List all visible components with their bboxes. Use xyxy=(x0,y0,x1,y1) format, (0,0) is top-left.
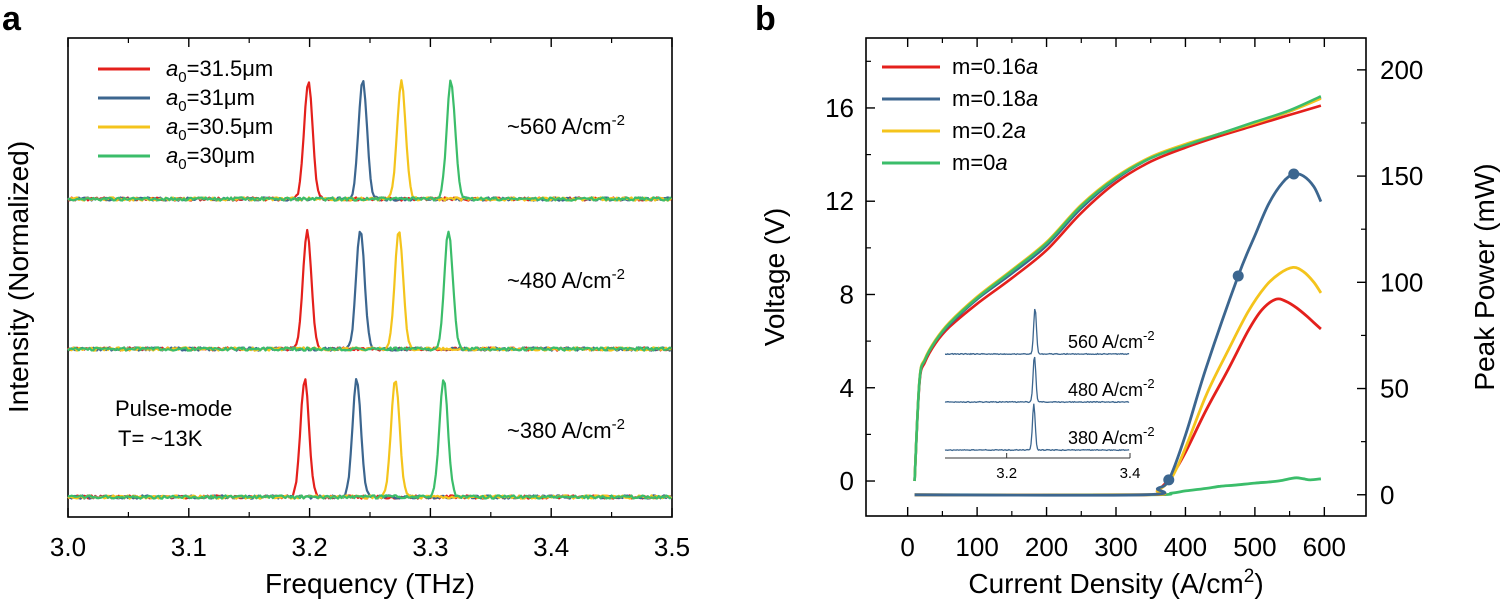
legend-value: =31.5μm xyxy=(187,56,274,81)
inset-spectrum-line xyxy=(944,308,1130,356)
spectrum-line xyxy=(67,80,672,202)
x-tick-label: 3.1 xyxy=(171,532,207,562)
legend-symbol: a xyxy=(166,85,178,110)
legend-label: m=0.18a xyxy=(952,86,1038,111)
panel-a-y-axis-title: Intensity (Normalized) xyxy=(3,141,34,413)
spectrum-line xyxy=(67,79,673,202)
spectrum-line xyxy=(67,230,672,352)
x-tick-label: 300 xyxy=(1094,532,1137,562)
legend-symbol: a xyxy=(995,150,1007,175)
x-tick-label: 600 xyxy=(1303,532,1346,562)
note-pulse-mode: Pulse-mode xyxy=(115,396,232,421)
note-temperature: T= ~13K xyxy=(118,426,203,451)
x-tick-label: 0 xyxy=(900,532,914,562)
panel-b-y2-axis-title: Peak Power (mW) xyxy=(1469,163,1500,390)
inset-label-sup: -2 xyxy=(1143,328,1155,343)
y2-tick-label: 200 xyxy=(1380,55,1423,85)
voltage-curves xyxy=(913,95,1322,482)
inset-label-sup: -2 xyxy=(1143,424,1155,439)
x-tick-label: 3.2 xyxy=(292,532,328,562)
legend-value: =30.5μm xyxy=(187,114,274,139)
x-tick-label: 500 xyxy=(1233,532,1276,562)
label-560: ~560 A/cm-2 xyxy=(507,112,625,139)
legend-subscript: 0 xyxy=(178,98,186,115)
inset-spectrum-line xyxy=(944,356,1130,404)
y-tick-label: 16 xyxy=(825,93,854,123)
legend-prefix: m=0.16 xyxy=(952,54,1026,79)
legend-label: a0=30.5μm xyxy=(166,114,273,144)
x-tick-label: 3.4 xyxy=(533,532,569,562)
y-tick-label: 8 xyxy=(840,279,854,309)
panel-a-x-axis-title: Frequency (THz) xyxy=(265,568,475,599)
legend-symbol: a xyxy=(1026,86,1038,111)
y-tick-label: 12 xyxy=(825,186,854,216)
panel-a: a 3.0 3.1 3.2 3.3 3.4 3.5 a0=31.5μma0=31μma0=… xyxy=(2,0,690,599)
inset-label: 560 A/cm-2 xyxy=(1068,328,1155,352)
legend-label: m=0.16a xyxy=(952,54,1038,79)
inset-tick-label: 3.2 xyxy=(996,465,1017,482)
x-tick-label: 3.5 xyxy=(654,532,690,562)
x-tick-label: 400 xyxy=(1164,532,1207,562)
voltage-line xyxy=(913,95,1322,482)
y2-tick-label: 50 xyxy=(1380,374,1409,404)
legend-label: m=0a xyxy=(952,150,1008,175)
spectrum-line xyxy=(67,79,672,202)
label-380: ~380 A/cm-2 xyxy=(507,416,625,443)
legend-symbol: a xyxy=(166,114,178,139)
inset-label-main: 480 A/cm xyxy=(1068,380,1143,400)
x-tick-label: 200 xyxy=(1025,532,1068,562)
inset-tick-label: 3.4 xyxy=(1120,465,1141,482)
y2-tick-label: 0 xyxy=(1380,480,1394,510)
inset-label: 380 A/cm-2 xyxy=(1068,424,1155,448)
y2-tick-label: 100 xyxy=(1380,267,1423,297)
x-tick-label: 3.0 xyxy=(50,532,86,562)
legend-symbol: a xyxy=(1014,118,1026,143)
spectrum-line xyxy=(67,379,672,500)
legend-prefix: m=0.2 xyxy=(952,118,1014,143)
panel-b: b 0 100 200 300 400 500 600 0 4 8 12 16 0 50 100 150 200… xyxy=(755,0,1500,599)
panel-b-ticks: 0 100 200 300 400 500 600 0 4 8 12 16 0 50 100 150 200 xyxy=(825,38,1423,562)
inset-label-main: 380 A/cm xyxy=(1068,428,1143,448)
legend-symbol: a xyxy=(1026,54,1038,79)
inset-spectrum-line xyxy=(944,403,1130,452)
power-marker xyxy=(1288,168,1300,180)
legend-label: a0=31μm xyxy=(166,85,255,115)
x-tick-label: 100 xyxy=(955,532,998,562)
panel-b-x-axis-title: Current Density (A/cm2) xyxy=(968,566,1263,599)
y-tick-label: 4 xyxy=(840,373,854,403)
panel-b-y-axis-title: Voltage (V) xyxy=(759,208,790,347)
panel-a-spectra xyxy=(67,79,673,500)
power-marker xyxy=(1232,270,1244,282)
legend-label: m=0.2a xyxy=(952,118,1026,143)
legend-prefix: m=0.18 xyxy=(952,86,1026,111)
inset-label-main: 560 A/cm xyxy=(1068,332,1143,352)
legend-label: a0=30μm xyxy=(166,143,255,173)
legend-label: a0=31.5μm xyxy=(166,56,273,86)
power-line xyxy=(914,476,1322,497)
x-tick-label: 3.3 xyxy=(412,532,448,562)
legend-symbol: a xyxy=(166,56,178,81)
legend-prefix: m=0 xyxy=(952,150,995,175)
panel-a-label: a xyxy=(2,0,22,38)
inset-label-sup: -2 xyxy=(1143,376,1155,391)
spectrum-line xyxy=(67,81,672,202)
legend-subscript: 0 xyxy=(178,127,186,144)
y2-tick-label: 150 xyxy=(1380,161,1423,191)
legend-subscript: 0 xyxy=(178,69,186,86)
legend-subscript: 0 xyxy=(178,156,186,173)
panel-b-label: b xyxy=(755,0,776,38)
legend-value: =30μm xyxy=(187,143,255,168)
power-marker xyxy=(1163,474,1175,486)
legend-value: =31μm xyxy=(187,85,255,110)
panel-a-x-ticks: 3.0 3.1 3.2 3.3 3.4 3.5 xyxy=(50,38,690,562)
legend-symbol: a xyxy=(166,143,178,168)
inset-label: 480 A/cm-2 xyxy=(1068,376,1155,400)
label-480: ~480 A/cm-2 xyxy=(507,266,625,293)
power-markers xyxy=(1163,168,1300,486)
y-tick-label: 0 xyxy=(840,466,854,496)
